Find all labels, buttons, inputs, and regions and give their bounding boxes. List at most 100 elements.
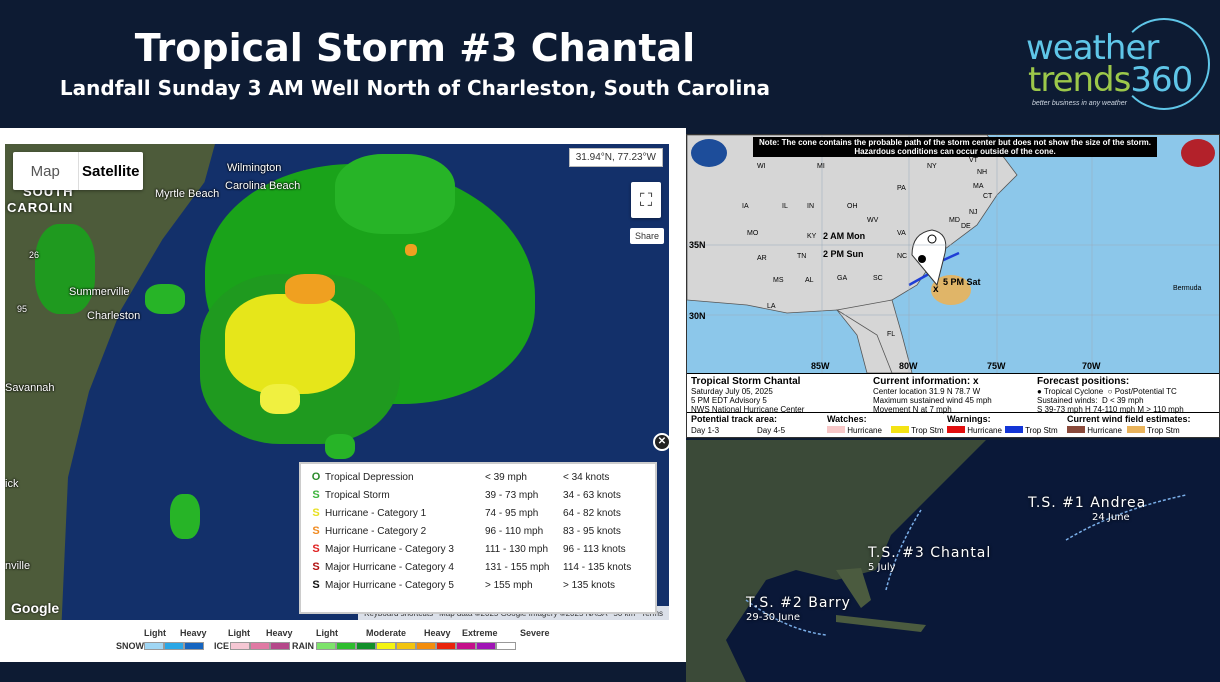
nhc-forecast-panel: x Note: The cone contains the probable p… <box>686 134 1220 438</box>
state-label: WV <box>867 217 879 224</box>
day45-label: Day 4-5 <box>757 426 786 435</box>
forecast-point-sun <box>918 255 926 263</box>
page-title: Tropical Storm #3 Chantal <box>134 26 696 70</box>
snow-swatch <box>144 642 164 650</box>
state-label: MO <box>747 230 759 237</box>
state-label: KY <box>807 233 817 240</box>
storm-symbol-icon: S <box>312 543 320 555</box>
storm-mph-range: 39 - 73 mph <box>485 489 539 501</box>
storm-symbol-icon: S <box>312 489 320 501</box>
sustained-winds: Sustained winds: D < 39 mph <box>1037 396 1184 405</box>
rain-swatch <box>416 642 436 650</box>
close-icon[interactable]: ✕ <box>653 433 671 451</box>
rain-light-label: Light <box>316 628 338 638</box>
snow-heavy-label: Heavy <box>180 628 207 638</box>
noaa-logo <box>691 139 727 167</box>
logo-trends: trends <box>1028 60 1131 100</box>
rain-band <box>145 284 185 314</box>
map-type-toggle[interactable]: Map Satellite <box>13 152 143 190</box>
ts-chantal-dates: 5 July <box>868 562 896 573</box>
city-savannah: Savannah <box>5 382 55 394</box>
page-subtitle: Landfall Sunday 3 AM Well North of Charl… <box>59 76 771 100</box>
warnings-heading: Warnings: <box>947 414 991 424</box>
warning-tropstm-swatch <box>1005 426 1023 433</box>
storm-mph-range: > 155 mph <box>485 579 533 591</box>
advisory: 5 PM EDT Advisory 5 <box>691 396 767 405</box>
depression-wind-range: D < 39 mph <box>1101 396 1144 405</box>
ts-chantal-name: T.S. #3 Chantal <box>868 545 992 561</box>
google-logo: Google <box>11 600 60 616</box>
nhc-land-svg: x <box>687 135 1219 373</box>
city-ick: ick <box>5 478 19 490</box>
windfield-tropstm: Trop Stm <box>1127 426 1180 435</box>
rain-band <box>335 154 455 234</box>
rain-band <box>260 384 300 414</box>
rain-swatch <box>476 642 496 650</box>
state-label: AR <box>757 255 767 262</box>
watches-heading: Watches: <box>827 414 867 424</box>
state-label: IN <box>807 203 814 210</box>
track-heading: Potential track area: <box>691 414 778 424</box>
warning-hurricane-swatch <box>947 426 965 433</box>
storm-mph-range: 131 - 155 mph <box>485 561 550 573</box>
fullscreen-icon[interactable]: ⛶ <box>631 182 661 218</box>
storm-legend-row: S Hurricane - Category 1 74 - 95 mph 64 - 8… <box>307 504 653 522</box>
barry-track <box>745 599 827 636</box>
road-26: 26 <box>29 250 40 260</box>
storm-knots-range: 64 - 82 knots <box>563 507 621 519</box>
state-label: VA <box>897 230 906 237</box>
watch-tropstm-swatch <box>891 426 909 433</box>
rain-moderate-label: Moderate <box>366 628 407 638</box>
wind-categories: S 39-73 mph H 74-110 mph M > 110 mph <box>1037 405 1184 414</box>
logo-360: 360 <box>1130 60 1193 100</box>
warning-hurricane-label: Hurricane <box>967 426 1002 435</box>
storm-legend-row: S Hurricane - Category 2 96 - 110 mph 83 - … <box>307 522 653 540</box>
nhc-info-block: Tropical Storm Chantal Saturday July 05,… <box>687 373 1219 437</box>
ice-swatch <box>270 642 290 650</box>
logo-ring <box>1118 18 1210 110</box>
nhc-cone-map: x Note: The cone contains the probable p… <box>687 135 1219 373</box>
windfield-hurricane-label: Hurricane <box>1087 426 1122 435</box>
rain-heavy-label: Heavy <box>424 628 451 638</box>
header: Tropical Storm #3 Chantal Landfall Sunda… <box>0 0 1220 128</box>
map-button[interactable]: Map <box>30 162 60 180</box>
label-2pm-sun: 2 PM Sun <box>823 249 864 259</box>
snow-light-label: Light <box>144 628 166 638</box>
day13-label: Day 1-3 <box>691 426 720 435</box>
city-carolina-beach: Carolina Beach <box>225 180 301 192</box>
storm-category-name: Major Hurricane - Category 3 <box>325 543 454 555</box>
radar-panel: SOUTH CAROLIN Wilmington Carolina Beach … <box>0 128 686 662</box>
satellite-button[interactable]: Satellite <box>77 152 144 190</box>
snow-label: SNOW <box>116 641 144 651</box>
state-label: VT <box>969 157 978 164</box>
movement: Movement N at 7 mph <box>873 405 952 414</box>
storm-knots-range: < 34 knots <box>563 471 610 483</box>
windfield-hurricane: Hurricane <box>1067 426 1122 435</box>
state-label: FL <box>887 331 896 338</box>
ts-andrea-name: T.S. #1 Andrea <box>1028 495 1147 511</box>
watch-hurricane-label: Hurricane <box>847 426 882 435</box>
storm-symbol-icon: S <box>312 561 320 573</box>
state-label: PA <box>897 185 906 192</box>
rain-swatch <box>376 642 396 650</box>
storm-legend-row: O Tropical Depression < 39 mph < 34 knots <box>307 468 653 486</box>
storm-symbol-icon: O <box>311 471 321 483</box>
rain-band <box>285 274 335 304</box>
label-lon80: 80W <box>899 361 918 371</box>
storm-info: Tropical Storm Chantal Saturday July 05,… <box>691 376 804 414</box>
city-nville: nville <box>5 560 31 572</box>
wind-field <box>931 275 971 305</box>
radar-map[interactable]: SOUTH CAROLIN Wilmington Carolina Beach … <box>5 144 669 620</box>
storm-legend-row: S Major Hurricane - Category 4 131 - 155 m… <box>307 558 653 576</box>
label-lon75: 75W <box>987 361 1006 371</box>
storm-title: Tropical Storm Chantal <box>691 376 801 387</box>
share-button[interactable]: Share <box>629 228 664 244</box>
storm-category-name: Hurricane - Category 1 <box>325 507 427 519</box>
snow-swatch <box>184 642 204 650</box>
state-label: LA <box>767 303 776 310</box>
state-label: OH <box>847 203 858 210</box>
storm-mph-range: 111 - 130 mph <box>485 543 549 555</box>
track-legend: Potential track area: Day 1-3 Day 4-5 Wa… <box>687 412 1219 437</box>
florida-peninsula <box>836 568 871 608</box>
city-wilmington: Wilmington <box>227 162 282 174</box>
